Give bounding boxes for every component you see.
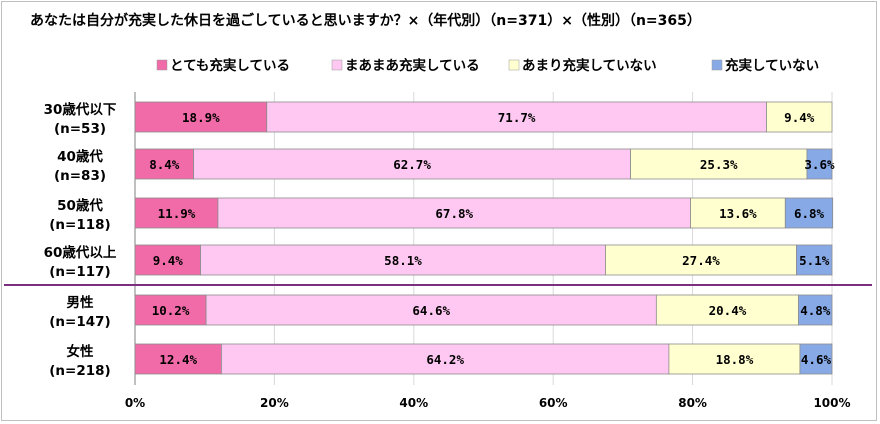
legend-swatch: [156, 59, 168, 71]
legend-entry: まあまあ充実している: [345, 57, 480, 74]
category-sample-size: (n=118): [49, 217, 110, 233]
category-sample-size: (n=83): [54, 168, 106, 184]
x-tick-label: 60%: [539, 396, 568, 410]
bar-segment: [205, 294, 657, 326]
data-label: 12.4%: [159, 352, 197, 367]
bar-segment: [799, 343, 833, 375]
data-label: 13.6%: [719, 206, 757, 221]
category-label: 30歳代以下: [44, 101, 117, 118]
x-tick-label: 40%: [399, 396, 428, 410]
bar-segment: [266, 101, 767, 133]
bar-segment: [766, 101, 833, 133]
data-label: 4.6%: [801, 352, 832, 367]
legend-swatch: [508, 59, 520, 71]
category-sample-size: (n=147): [49, 314, 110, 330]
bar-segment: [221, 343, 670, 375]
data-label: 25.3%: [700, 157, 738, 172]
bar-segment: [200, 244, 606, 276]
bar-segment: [630, 148, 808, 180]
data-label: 10.2%: [152, 303, 190, 318]
bar-segment: [217, 197, 691, 229]
data-label: 67.8%: [435, 206, 473, 221]
data-label: 9.4%: [784, 110, 815, 125]
bar-segment: [784, 197, 834, 229]
x-tick-label: 100%: [813, 396, 850, 410]
data-label: 9.4%: [153, 253, 184, 268]
bar-segment: [134, 294, 207, 326]
data-label: 11.9%: [158, 206, 196, 221]
bar-segment: [668, 343, 801, 375]
legend-entry: 充実していない: [725, 57, 819, 74]
data-label: 18.8%: [716, 352, 754, 367]
legend-entry: あまり充実していない: [522, 57, 657, 74]
category-label: 男性: [67, 294, 94, 311]
chart-title: あなたは自分が充実した休日を過ごしていると思いますか？×（年代別）（n=371）…: [30, 13, 701, 29]
data-label: 58.1%: [384, 253, 422, 268]
category-sample-size: (n=53): [54, 121, 106, 137]
category-label: 50歳代: [57, 197, 103, 214]
category-sample-size: (n=117): [49, 264, 110, 280]
data-label: 71.7%: [498, 110, 536, 125]
data-label: 27.4%: [682, 253, 720, 268]
category-label: 40歳代: [57, 148, 103, 165]
x-tick-label: 0%: [125, 396, 145, 410]
category-sample-size: (n=218): [49, 363, 110, 379]
legend-swatch: [331, 59, 343, 71]
data-label: 3.6%: [804, 157, 835, 172]
bar-segment: [806, 148, 833, 180]
data-label: 62.7%: [393, 157, 431, 172]
data-label: 18.9%: [182, 110, 220, 125]
legend-swatch: [711, 59, 723, 71]
category-label: 女性: [67, 343, 94, 360]
data-label: 20.4%: [709, 303, 747, 318]
bar-segment: [193, 148, 631, 180]
x-tick-label: 20%: [260, 396, 289, 410]
bar-segment: [605, 244, 797, 276]
data-label: 5.1%: [799, 253, 830, 268]
data-label: 64.2%: [426, 352, 464, 367]
bar-segment: [134, 197, 219, 229]
bar-segment: [134, 148, 194, 180]
bar-segment: [655, 294, 799, 326]
bar-segment: [798, 294, 833, 326]
category-label: 60歳代以上: [44, 244, 117, 261]
data-label: 6.8%: [794, 206, 825, 221]
data-label: 4.8%: [800, 303, 831, 318]
bar-segment: [690, 197, 786, 229]
data-label: 8.4%: [149, 157, 180, 172]
x-tick-label: 80%: [678, 396, 707, 410]
legend-entry: とても充実している: [170, 57, 290, 74]
bar-segment: [796, 244, 833, 276]
data-label: 64.6%: [412, 303, 450, 318]
